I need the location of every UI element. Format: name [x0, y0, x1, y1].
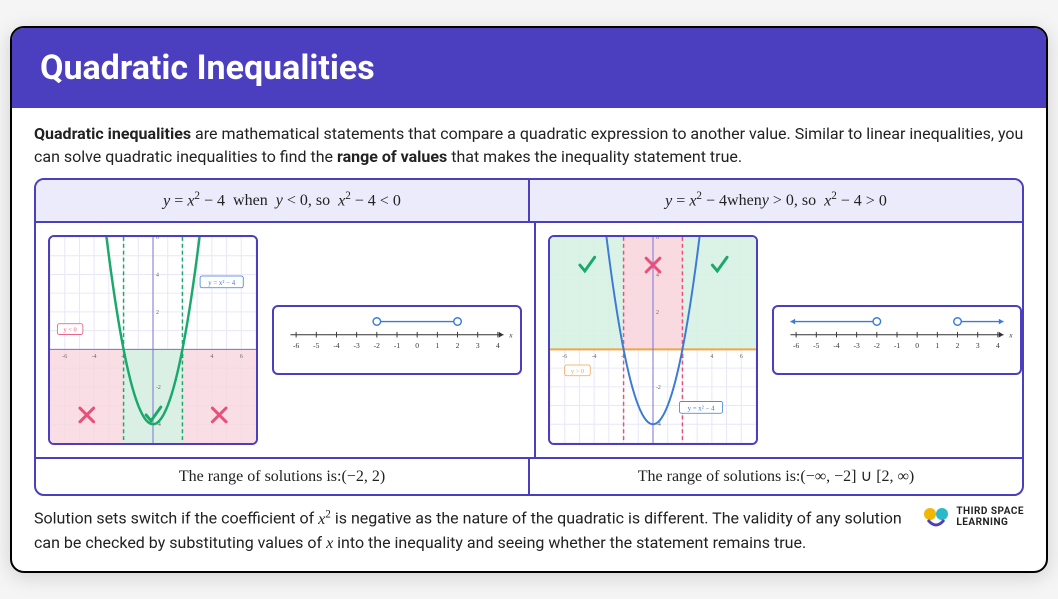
cell-graph-right: -6 -4 -2 2 4 6 -4 -2 2 4 6 y = x² − 4 y > 0 x -6 -5 -4 -… [536, 223, 1024, 457]
svg-text:6: 6 [740, 354, 743, 360]
svg-text:4: 4 [210, 354, 213, 360]
graph-left: -6-4-2246-4-2246y = x² − 4y < 0 [48, 235, 258, 445]
svg-text:-2: -2 [874, 341, 881, 350]
svg-text:x: x [508, 331, 513, 340]
svg-text:-6: -6 [293, 341, 300, 350]
svg-text:-6: -6 [62, 354, 67, 360]
svg-text:4: 4 [996, 341, 1000, 350]
table-header-row: y = x2 − 4 when y < 0, so x2 − 4 < 0 y =… [36, 180, 1022, 221]
svg-text:2: 2 [656, 310, 659, 316]
col-heading-left: y = x2 − 4 when y < 0, so x2 − 4 < 0 [36, 180, 530, 221]
svg-text:y < 0: y < 0 [64, 327, 77, 334]
svg-text:-2: -2 [374, 341, 381, 350]
svg-text:-2: -2 [156, 385, 161, 391]
svg-text:-2: -2 [656, 385, 661, 391]
svg-text:x: x [1008, 331, 1013, 340]
svg-text:-6: -6 [793, 341, 800, 350]
brand-logo: THIRD SPACE LEARNING [922, 506, 1024, 528]
svg-text:-1: -1 [894, 341, 901, 350]
svg-text:0: 0 [415, 341, 419, 350]
svg-text:2: 2 [156, 310, 159, 316]
svg-text:4: 4 [156, 272, 159, 278]
svg-text:1: 1 [435, 341, 439, 350]
body: Quadratic inequalities are mathematical … [12, 108, 1046, 571]
svg-text:y = x² − 4: y = x² − 4 [208, 280, 236, 287]
graph-right: -6-4-2246-4-2246y = x² − 4y > 0 [548, 235, 758, 445]
svg-text:-4: -4 [592, 354, 597, 360]
svg-text:-4: -4 [833, 341, 840, 350]
svg-text:3: 3 [476, 341, 480, 350]
numline-right: x -6 -5 -4 -3 -2 -1 0 1 2 3 4 [772, 305, 1022, 375]
table-solution-row: The range of solutions is: (−2, 2) The r… [36, 459, 1022, 494]
svg-text:6: 6 [240, 354, 243, 360]
svg-text:0: 0 [915, 341, 919, 350]
solution-right: The range of solutions is: (−∞, −2] ∪ [2… [530, 459, 1022, 494]
page-title: Quadratic Inequalities [12, 28, 1046, 108]
svg-text:6: 6 [656, 235, 659, 241]
svg-text:6: 6 [156, 235, 159, 241]
col-heading-right: y = x2 − 4 when y > 0 , so x2 − 4 > 0 [530, 180, 1022, 221]
svg-text:4: 4 [710, 354, 713, 360]
brand-text: THIRD SPACE LEARNING [956, 506, 1024, 528]
svg-text:4: 4 [656, 272, 659, 278]
svg-text:2: 2 [956, 341, 960, 350]
svg-text:-6: -6 [562, 354, 567, 360]
examples-table: y = x2 − 4 when y < 0, so x2 − 4 < 0 y =… [34, 178, 1024, 496]
svg-text:3: 3 [976, 341, 980, 350]
svg-text:-1: -1 [394, 341, 401, 350]
logo-icon [922, 506, 950, 528]
svg-text:y > 0: y > 0 [571, 368, 584, 375]
cell-graph-left: -6 -4 -2 2 4 6 -4 -2 2 4 6 y = x² − 4 y < 0 x -6 -5 -4 -… [36, 223, 536, 457]
footer-note: Solution sets switch if the coefficient … [34, 506, 910, 555]
svg-text:-4: -4 [92, 354, 97, 360]
numline-left: x -6 -5 -4 -3 -2 -1 0 1 2 3 4 [272, 305, 522, 375]
footer: Solution sets switch if the coefficient … [34, 506, 1024, 555]
table-graph-row: -6-4-2246-4-2246y = x² − 4y < 0 x-6-5-4-… [36, 221, 1022, 459]
svg-text:4: 4 [496, 341, 500, 350]
svg-text:1: 1 [935, 341, 939, 350]
svg-text:-4: -4 [333, 341, 340, 350]
svg-text:-5: -5 [313, 341, 320, 350]
svg-text:y = x² − 4: y = x² − 4 [688, 405, 716, 412]
solution-left: The range of solutions is: (−2, 2) [36, 459, 530, 494]
svg-text:-3: -3 [354, 341, 361, 350]
svg-text:-5: -5 [813, 341, 820, 350]
svg-text:2: 2 [456, 341, 460, 350]
svg-text:-3: -3 [854, 341, 861, 350]
card: Quadratic Inequalities Quadratic inequal… [10, 26, 1048, 573]
intro-text: Quadratic inequalities are mathematical … [34, 122, 1024, 168]
